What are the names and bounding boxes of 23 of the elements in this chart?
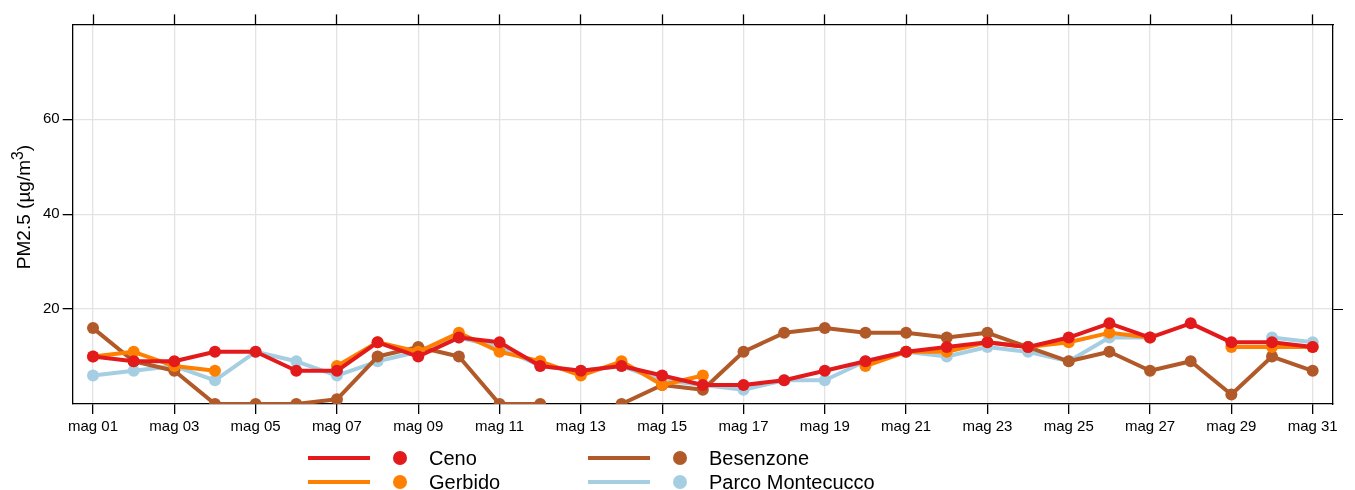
x-tick-label: mag 09 [393, 417, 444, 435]
x-tick-label: mag 23 [962, 417, 1013, 435]
legend-label: Gerbido [429, 470, 501, 490]
x-tick-label: mag 17 [718, 417, 769, 435]
x-tick-label: mag 13 [555, 417, 606, 435]
y-tick-label: 40 [43, 204, 60, 222]
x-tick-label: mag 07 [311, 417, 362, 435]
x-tick-label: mag 01 [67, 417, 119, 435]
y-tick-label: 20 [43, 299, 60, 317]
legend-label: Parco Montecucco [709, 470, 875, 490]
x-tick-label: mag 29 [1206, 417, 1257, 435]
x-tick-label: mag 11 [475, 417, 525, 435]
x-tick-label: mag 31 [1287, 417, 1338, 435]
x-tick-label: mag 21 [881, 417, 932, 435]
x-tick-label: mag 05 [230, 417, 281, 435]
legend-label: Besenzone [709, 446, 810, 470]
y-tick-label: 60 [43, 109, 60, 127]
x-tick-label: mag 15 [637, 417, 688, 435]
x-tick-label: mag 27 [1125, 417, 1176, 435]
x-tick-label: mag 19 [799, 417, 850, 435]
legend-label: Ceno [429, 446, 477, 470]
x-tick-label: mag 25 [1043, 417, 1094, 435]
x-tick-label: mag 03 [149, 417, 200, 435]
